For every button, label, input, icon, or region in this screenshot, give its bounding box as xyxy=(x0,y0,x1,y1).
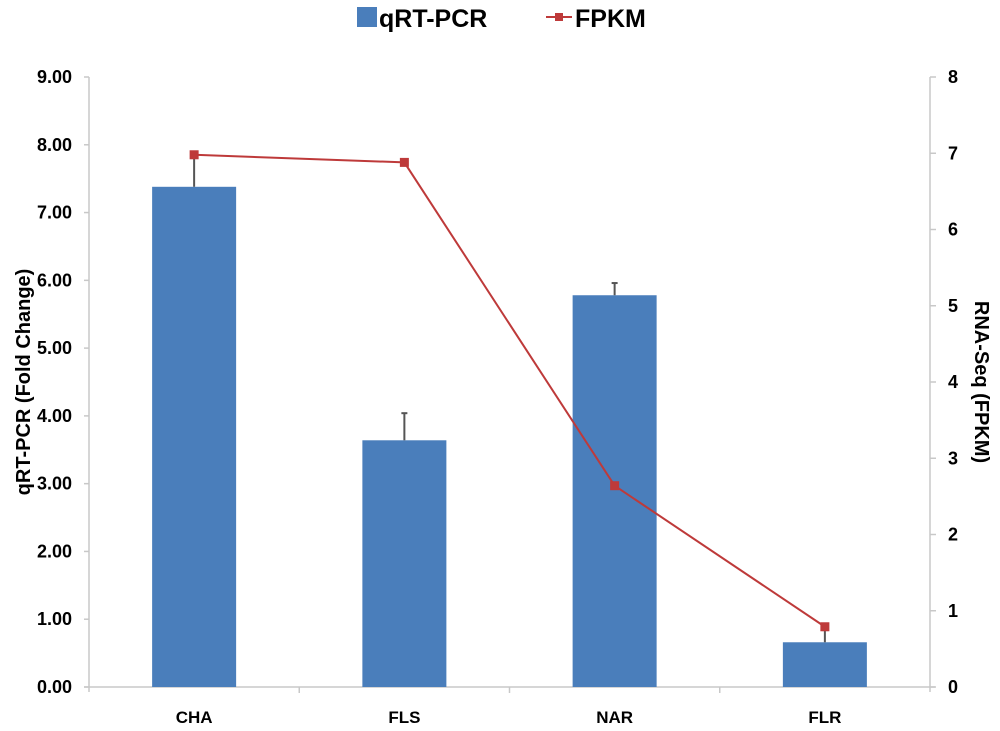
line-series-fpkm xyxy=(189,150,830,632)
left-tick-label: 6.00 xyxy=(37,270,72,290)
fpkm-marker-icon xyxy=(610,481,620,491)
bar-flr xyxy=(782,642,867,687)
legend-marker-icon xyxy=(555,13,563,21)
right-tick-label: 1 xyxy=(948,601,958,621)
left-tick-label: 3.00 xyxy=(37,474,72,494)
left-tick-label: 8.00 xyxy=(37,135,72,155)
legend: qRT-PCR FPKM xyxy=(357,5,646,33)
fpkm-marker-icon xyxy=(189,150,199,160)
bar-nar xyxy=(572,295,657,687)
left-tick-label: 0.00 xyxy=(37,677,72,697)
right-tick-label: 2 xyxy=(948,525,958,545)
category-label-fls: FLS xyxy=(388,708,420,727)
legend-bar-swatch-icon xyxy=(357,7,377,27)
bar-cha xyxy=(152,186,237,688)
left-tick-label: 9.00 xyxy=(37,67,72,87)
right-tick-label: 4 xyxy=(948,372,958,392)
right-tick-label: 6 xyxy=(948,220,958,240)
category-label-nar: NAR xyxy=(596,708,633,727)
left-tick-label: 5.00 xyxy=(37,338,72,358)
bar-series-qrtpcr xyxy=(152,186,867,688)
category-label-cha: CHA xyxy=(176,708,213,727)
fpkm-marker-icon xyxy=(820,622,830,632)
left-tick-label: 7.00 xyxy=(37,203,72,223)
fpkm-line xyxy=(194,153,826,628)
left-tick-label: 2.00 xyxy=(37,541,72,561)
right-axis-ticks: 0 1 2 3 4 5 6 7 8 xyxy=(930,67,958,697)
x-axis-ticks xyxy=(298,687,721,693)
right-tick-label: 0 xyxy=(948,677,958,697)
right-tick-label: 7 xyxy=(948,143,958,163)
left-tick-label: 4.00 xyxy=(37,406,72,426)
legend-label-fpkm: FPKM xyxy=(575,5,646,33)
left-axis-ticks: 0.00 1.00 2.00 3.00 4.00 5.00 6.00 7.00 8.00 9.00 xyxy=(37,67,89,697)
left-tick-label: 1.00 xyxy=(37,609,72,629)
fpkm-marker-icon xyxy=(399,157,409,167)
right-tick-label: 3 xyxy=(948,448,958,468)
right-tick-label: 8 xyxy=(948,67,958,87)
category-labels: CHA FLS NAR FLR xyxy=(176,708,842,727)
error-bars xyxy=(191,153,828,643)
right-tick-label: 5 xyxy=(948,296,958,316)
right-axis-title: RNA-Seq (FPKM) xyxy=(970,301,992,463)
category-label-flr: FLR xyxy=(808,708,841,727)
legend-label-qrtpcr: qRT-PCR xyxy=(379,5,487,33)
left-axis-title: qRT-PCR (Fold Change) xyxy=(13,269,35,496)
bar-fls xyxy=(362,440,447,687)
